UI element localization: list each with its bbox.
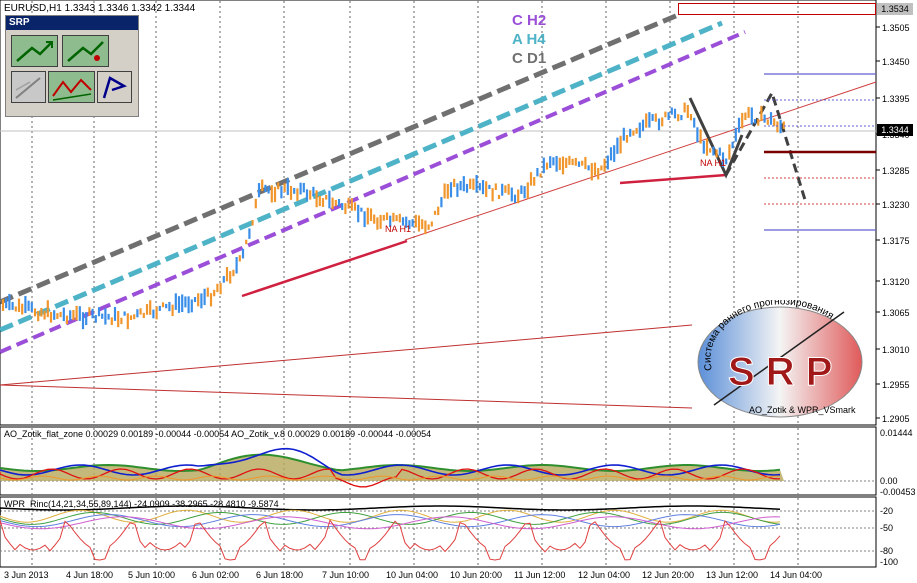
ind1-label: 0.01444 <box>880 428 913 438</box>
time-label: 14 Jun 04:00 <box>770 570 822 580</box>
price-label: 1.3505 <box>882 23 910 33</box>
trend-line-low2 <box>0 384 693 409</box>
logo-footer: AO_Zotik & WPR_VSmark <box>749 405 856 415</box>
ind2-line <box>0 519 781 561</box>
na-label-2: NA H1 <box>700 158 727 168</box>
ind2-line <box>0 516 781 530</box>
ind2-label: -80 <box>880 546 893 556</box>
ray-icon <box>15 77 41 99</box>
trend-up-point-tool[interactable] <box>62 35 109 67</box>
level-lines <box>764 73 876 231</box>
time-label: 10 Jun 20:00 <box>450 570 502 580</box>
indicator2-title: WPR_Rinc(14,21,34,55,89,144) -24.0909 -3… <box>4 499 279 509</box>
channel-h2 <box>0 30 746 354</box>
trend-point-icon <box>67 41 104 62</box>
top-marker-label: 1.3534 <box>877 3 913 15</box>
ind1-blue-line <box>0 447 781 476</box>
time-label: 4 Jun 18:00 <box>66 570 113 580</box>
trend-line-upper <box>404 81 877 241</box>
ind2-line <box>0 505 781 515</box>
flag-tool[interactable] <box>97 71 132 103</box>
flag-icon <box>102 76 128 99</box>
price-label: 1.3285 <box>882 166 910 176</box>
ind1-label: 0.00 <box>880 476 898 486</box>
trend-up-icon <box>16 41 53 62</box>
time-label: 13 Jun 12:00 <box>706 570 758 580</box>
time-label: 10 Jun 04:00 <box>386 570 438 580</box>
na-label-1: NA H1 <box>385 224 412 234</box>
chart-title: EURUSD,H1 1.3343 1.3346 1.3342 1.3344 <box>4 3 196 14</box>
ind1-orange-line <box>0 475 781 481</box>
price-label: 1.3395 <box>882 94 910 104</box>
zigzag-tool[interactable] <box>48 71 95 103</box>
channel-d1 <box>0 12 679 305</box>
zigzag-dashed <box>724 89 808 204</box>
srp-panel: SRP <box>5 15 139 117</box>
time-label: 12 Jun 04:00 <box>578 570 630 580</box>
logo-letters: S R P <box>728 350 832 394</box>
price-label: 1.3065 <box>882 308 910 318</box>
price-label: 1.2955 <box>882 380 910 390</box>
ind2-line <box>0 511 781 525</box>
support-line-2 <box>619 173 727 185</box>
price-label: 1.3120 <box>882 277 910 287</box>
channel-h4 <box>0 20 723 333</box>
time-label: 6 Jun 18:00 <box>256 570 303 580</box>
indicator1-frame <box>0 426 877 496</box>
indicator1-title: AO_Zotik_flat_zone 0.00029 0.00189 -0.00… <box>4 429 432 439</box>
legend-a-h4: A H4 <box>512 31 546 48</box>
time-label: 3 Jun 2013 <box>4 570 49 580</box>
trend-line-low1 <box>0 324 693 386</box>
price-axis: 1.35051.34501.33951.33401.32851.32301.31… <box>876 23 916 567</box>
current-price-label: 1.3344 <box>877 124 913 136</box>
price-label: 1.3010 <box>882 345 910 355</box>
price-label: 1.3450 <box>882 57 910 67</box>
price-label: 1.3230 <box>882 200 910 210</box>
ray-tool[interactable] <box>11 71 46 103</box>
ind1-label: -0.00453 <box>880 487 916 497</box>
time-axis: 3 Jun 2013 4 Jun 18:00 5 Jun 10:00 6 Jun 02… <box>4 570 822 580</box>
ind2-label: -100 <box>880 557 898 567</box>
indicator1-plot <box>0 447 876 488</box>
indicator2-plot <box>0 505 876 561</box>
top-marker-box <box>678 3 876 15</box>
srp-logo: Система раннего прогнозирования S R P AO… <box>697 300 863 418</box>
ind2-label: -50 <box>880 523 893 533</box>
time-label: 5 Jun 10:00 <box>128 570 175 580</box>
time-label: 12 Jun 20:00 <box>642 570 694 580</box>
ind2-label: -20 <box>880 506 893 516</box>
zigzag-icon <box>52 78 92 101</box>
channel-lines <box>0 12 877 409</box>
price-bars <box>1 102 785 330</box>
indicator2-frame <box>0 496 877 568</box>
legend-c-h2: C H2 <box>512 12 547 29</box>
time-label: 7 Jun 10:00 <box>322 570 369 580</box>
time-label: 6 Jun 02:00 <box>192 570 239 580</box>
support-line-1 <box>241 239 408 298</box>
legend-c-d1: C D1 <box>512 50 547 67</box>
srp-panel-title: SRP <box>6 16 138 30</box>
ind2-line <box>0 509 781 523</box>
price-label: 1.3175 <box>882 236 910 246</box>
trend-up-tool[interactable] <box>11 35 58 67</box>
time-label: 11 Jun 12:00 <box>514 570 565 580</box>
ind1-red-line <box>0 468 781 488</box>
ind2-line <box>0 514 781 528</box>
price-label: 1.2905 <box>882 414 910 424</box>
